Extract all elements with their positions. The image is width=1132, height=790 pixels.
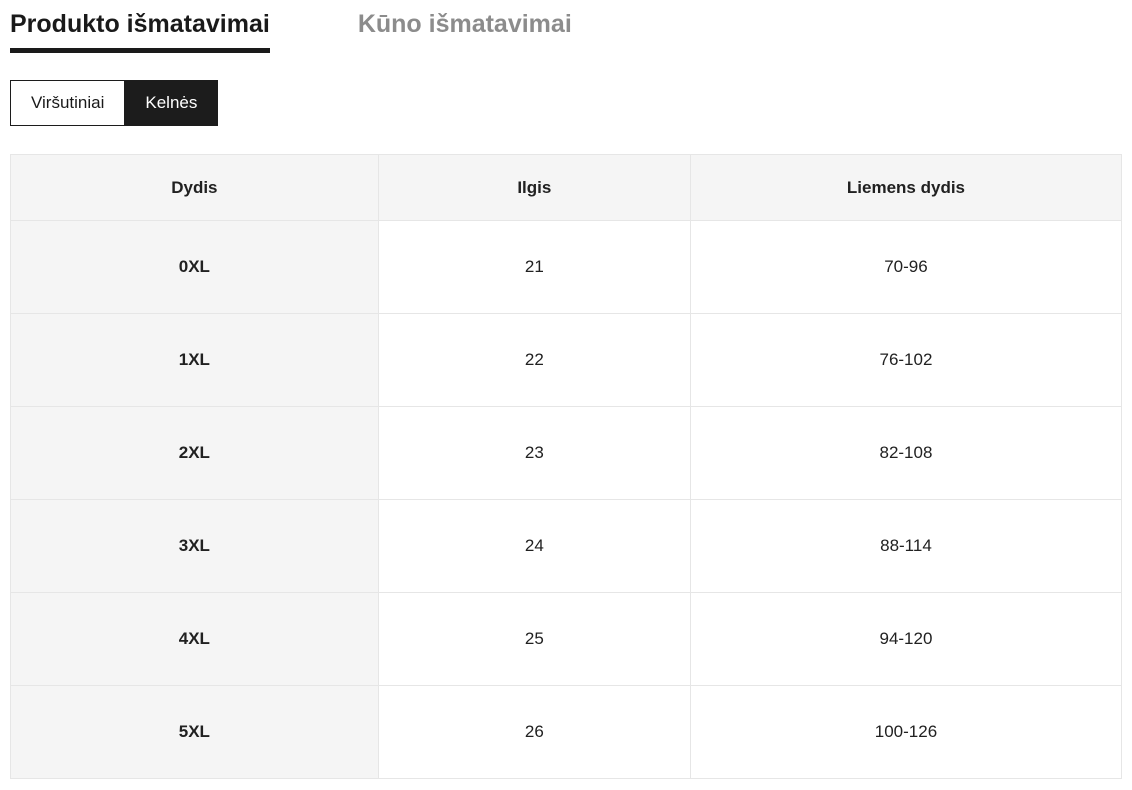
table-header-row: Dydis Ilgis Liemens dydis — [10, 154, 1123, 221]
size-value: 3XL — [10, 499, 379, 593]
toggle-tops-button[interactable]: Viršutiniai — [10, 80, 126, 126]
size-value: 1XL — [10, 313, 379, 407]
category-toggle-group: Viršutiniai Kelnės — [10, 80, 1122, 126]
size-value: 2XL — [10, 406, 379, 500]
size-value: 0XL — [10, 220, 379, 314]
table-row: 0XL 21 70-96 — [10, 220, 1123, 314]
waist-value: 70-96 — [689, 220, 1123, 314]
waist-value: 76-102 — [689, 313, 1123, 407]
waist-value: 88-114 — [689, 499, 1123, 593]
table-row: 4XL 25 94-120 — [10, 592, 1123, 686]
length-value: 26 — [377, 685, 691, 779]
tab-product-measurements[interactable]: Produkto išmatavimai — [10, 8, 270, 53]
waist-value: 100-126 — [689, 685, 1123, 779]
size-value: 4XL — [10, 592, 379, 686]
table-row: 3XL 24 88-114 — [10, 499, 1123, 593]
tab-body-measurements[interactable]: Kūno išmatavimai — [357, 10, 572, 38]
table-row: 1XL 22 76-102 — [10, 313, 1123, 407]
size-table: Dydis Ilgis Liemens dydis 0XL 21 70-96 1… — [10, 154, 1123, 779]
length-value: 25 — [377, 592, 691, 686]
column-header-waist: Liemens dydis — [689, 154, 1123, 221]
measurement-tabs: Produkto išmatavimai Kūno išmatavimai — [10, 8, 1122, 53]
column-header-length: Ilgis — [377, 154, 691, 221]
waist-value: 94-120 — [689, 592, 1123, 686]
waist-value: 82-108 — [689, 406, 1123, 500]
length-value: 24 — [377, 499, 691, 593]
length-value: 21 — [377, 220, 691, 314]
table-row: 2XL 23 82-108 — [10, 406, 1123, 500]
length-value: 22 — [377, 313, 691, 407]
length-value: 23 — [377, 406, 691, 500]
size-value: 5XL — [10, 685, 379, 779]
column-header-size: Dydis — [10, 154, 379, 221]
table-row: 5XL 26 100-126 — [10, 685, 1123, 779]
toggle-pants-button[interactable]: Kelnės — [124, 80, 219, 126]
